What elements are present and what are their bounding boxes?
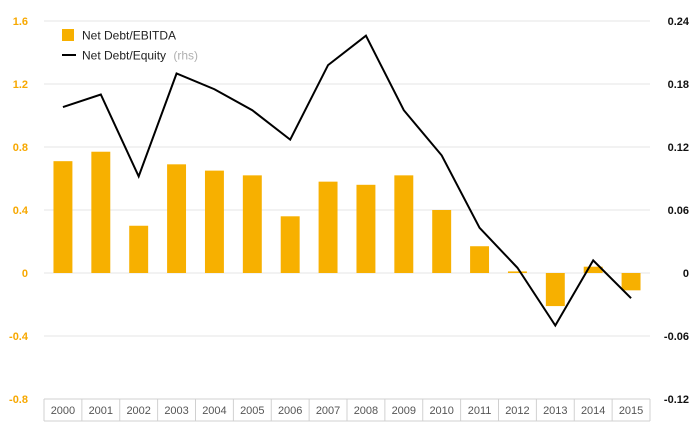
x-tick-label: 2012 bbox=[505, 405, 529, 417]
x-tick-label: 2013 bbox=[543, 405, 567, 417]
x-tick-label: 2015 bbox=[619, 405, 643, 417]
x-tick-label: 2001 bbox=[89, 405, 113, 417]
x-tick-label: 2008 bbox=[354, 405, 378, 417]
x-tick-label: 2011 bbox=[468, 405, 492, 417]
right-tick-label: -0.12 bbox=[664, 394, 689, 406]
legend: Net Debt/EBITDA Net Debt/Equity (rhs) bbox=[62, 29, 198, 63]
legend-label-net-debt-equity: Net Debt/Equity (rhs) bbox=[82, 49, 198, 63]
bar-2005 bbox=[242, 175, 262, 273]
line-series-net-debt-equity bbox=[62, 34, 632, 328]
bar-2002 bbox=[129, 225, 149, 273]
bar-2014 bbox=[583, 266, 603, 273]
left-tick-label: 1.6 bbox=[13, 16, 28, 28]
right-tick-label: 0 bbox=[683, 268, 689, 280]
x-tick-label: 2002 bbox=[126, 405, 150, 417]
line-net-debt-equity bbox=[62, 34, 632, 328]
x-tick-label: 2000 bbox=[51, 405, 75, 417]
left-tick-label: -0.4 bbox=[9, 331, 29, 343]
x-tick-label: 2003 bbox=[164, 405, 188, 417]
bar-2009 bbox=[394, 175, 414, 273]
bar-2000 bbox=[53, 161, 73, 273]
bar-2006 bbox=[280, 216, 300, 273]
x-tick-label: 2007 bbox=[316, 405, 340, 417]
bar-2010 bbox=[432, 210, 452, 273]
x-tick-label: 2014 bbox=[581, 405, 605, 417]
x-tick-label: 2010 bbox=[429, 405, 453, 417]
bar-2013 bbox=[545, 273, 565, 307]
bar-2007 bbox=[318, 181, 338, 273]
bar-2011 bbox=[470, 246, 490, 273]
legend-label-net-debt-equity-text: Net Debt/Equity bbox=[82, 49, 166, 63]
x-tick-label: 2004 bbox=[202, 405, 226, 417]
legend-label-net-debt-ebitda: Net Debt/EBITDA bbox=[82, 29, 176, 43]
left-tick-label: 0.4 bbox=[13, 205, 29, 217]
left-tick-label: 0.8 bbox=[13, 142, 28, 154]
gridlines bbox=[43, 20, 651, 422]
left-tick-label: 0 bbox=[22, 268, 28, 280]
x-axis: 2000 2001 2002 2003 2004 2005 2006 2007 2008 2009… bbox=[51, 399, 643, 421]
left-tick-label: -0.8 bbox=[9, 394, 28, 406]
x-tick-label: 2009 bbox=[392, 405, 416, 417]
bar-2008 bbox=[356, 184, 376, 273]
x-tick-label: 2005 bbox=[240, 405, 264, 417]
right-tick-label: 0.24 bbox=[668, 16, 690, 28]
right-tick-label: 0.18 bbox=[668, 79, 689, 91]
right-tick-label: 0.12 bbox=[668, 142, 689, 154]
bar-2001 bbox=[91, 151, 111, 273]
bar-2004 bbox=[204, 170, 224, 273]
bar-2012 bbox=[507, 271, 527, 273]
left-axis: -0.8 -0.4 0 0.4 0.8 1.2 1.6 bbox=[9, 16, 29, 406]
right-tick-label: 0.06 bbox=[668, 205, 689, 217]
bar-2003 bbox=[167, 164, 187, 273]
left-tick-label: 1.2 bbox=[13, 79, 28, 91]
x-tick-label: 2006 bbox=[278, 405, 302, 417]
bar-2015 bbox=[621, 273, 641, 291]
bar-series-net-debt-ebitda bbox=[53, 151, 641, 307]
legend-swatch-net-debt-ebitda bbox=[62, 29, 74, 41]
legend-note-rhs: (rhs) bbox=[173, 49, 198, 63]
right-axis: -0.12 -0.06 0 0.06 0.12 0.18 0.24 bbox=[664, 16, 690, 406]
right-tick-label: -0.06 bbox=[664, 331, 689, 343]
